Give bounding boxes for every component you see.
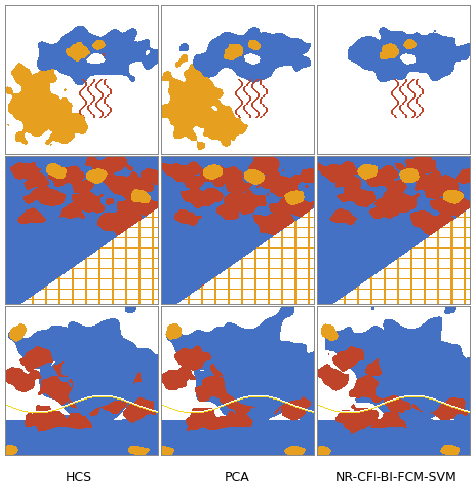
Text: HCS: HCS — [66, 471, 92, 484]
Text: NR-CFI-BI-FCM-SVM: NR-CFI-BI-FCM-SVM — [335, 471, 456, 484]
Text: PCA: PCA — [225, 471, 250, 484]
